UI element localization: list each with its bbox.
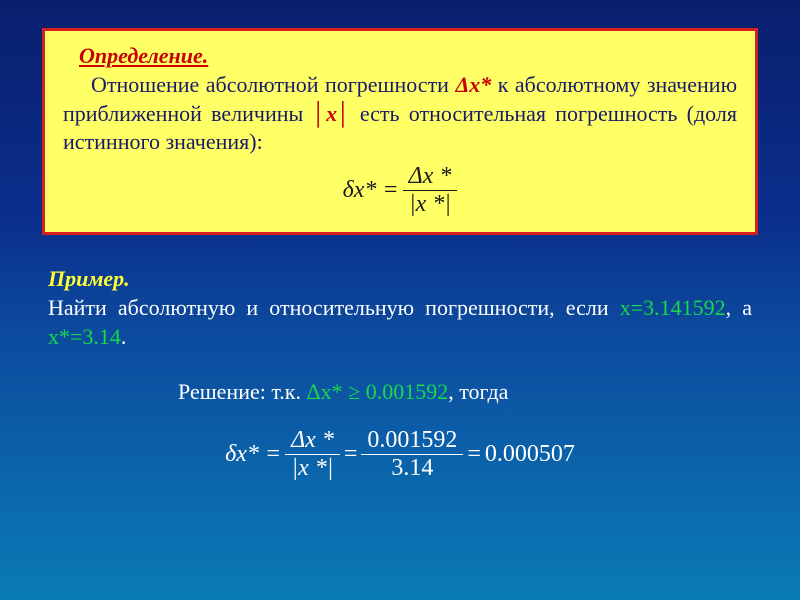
- formula2-frac2-num: 0.001592: [361, 427, 463, 454]
- x-value: x=3.141592: [620, 295, 726, 320]
- xstar-value: x*=3.14: [48, 324, 121, 349]
- definition-title: Определение.: [79, 43, 737, 69]
- formula2-eq2: =: [467, 441, 481, 468]
- formula-fraction: Δx * |x *|: [403, 163, 458, 218]
- example-formula: δx* = Δx * |x *| = 0.001592 3.14 = 0.000…: [48, 427, 752, 482]
- formula2-frac1-num: Δx *: [285, 427, 340, 454]
- solution-line: Решение: т.к. Δx* ≥ 0.001592, тогда: [178, 379, 752, 405]
- solution-suffix: , тогда: [448, 379, 508, 404]
- abs-x: │x│: [313, 101, 351, 126]
- formula-den: |x *|: [403, 190, 458, 218]
- formula2-eq1: =: [344, 441, 358, 468]
- example-text-2: , а: [726, 295, 752, 320]
- formula2-frac2-den: 3.14: [361, 454, 463, 482]
- definition-box: Определение. Отношение абсолютной погреш…: [42, 28, 758, 235]
- solution-prefix: Решение: т.к.: [178, 379, 307, 404]
- formula-lhs: δx* =: [343, 177, 399, 204]
- formula2-result: 0.000507: [485, 441, 575, 468]
- formula-num: Δx *: [403, 163, 458, 190]
- solution-green: Δx* ≥ 0.001592: [307, 379, 449, 404]
- example-title: Пример.: [48, 266, 752, 292]
- formula2-lhs: δx* =: [225, 441, 281, 468]
- def-text-1: Отношение абсолютной погрешности: [91, 72, 455, 97]
- delta-x-star: Δx*: [455, 72, 491, 97]
- example-text-1: Найти абсолютную и относительную погрешн…: [48, 295, 620, 320]
- definition-formula: δx* = Δx * |x *|: [63, 163, 737, 218]
- formula2-frac2: 0.001592 3.14: [361, 427, 463, 482]
- example-text-3: .: [121, 324, 127, 349]
- formula2-frac1: Δx * |x *|: [285, 427, 340, 482]
- formula2-frac1-den: |x *|: [285, 454, 340, 482]
- definition-body: Отношение абсолютной погрешности Δx* к а…: [63, 71, 737, 157]
- example-block: Пример. Найти абсолютную и относительную…: [48, 266, 752, 482]
- example-body: Найти абсолютную и относительную погрешн…: [48, 294, 752, 351]
